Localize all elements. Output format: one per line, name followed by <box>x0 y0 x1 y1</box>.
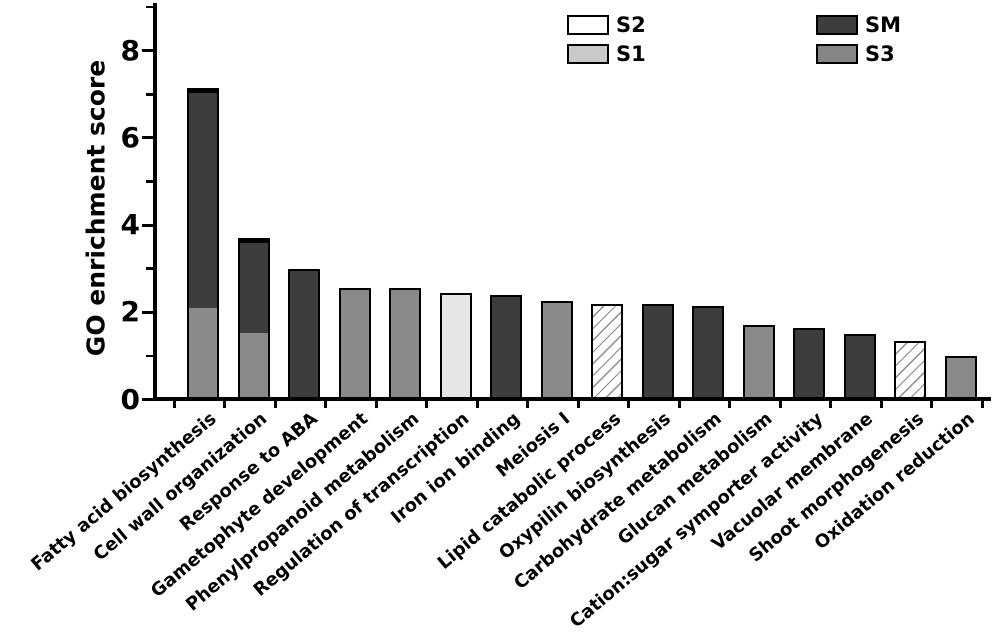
bar-segment-s3 <box>189 307 217 398</box>
bar <box>187 87 219 400</box>
y-major-tick <box>142 136 154 140</box>
y-axis-line <box>153 3 157 400</box>
y-tick-label: 0 <box>120 382 140 416</box>
y-tick-label: 4 <box>120 208 140 242</box>
x-tick <box>475 400 479 408</box>
bar-segment-sm <box>845 336 874 398</box>
legend-label-s3: S3 <box>865 42 895 66</box>
x-tick <box>324 400 327 408</box>
bar-segment-s3 <box>946 357 975 398</box>
x-tick <box>728 400 731 408</box>
bar-segment-sm <box>643 306 672 398</box>
bar-segment-sm <box>290 270 318 398</box>
bar <box>692 305 724 400</box>
x-tick <box>677 400 681 408</box>
x-tick <box>829 400 832 408</box>
y-minor-tick <box>146 354 154 358</box>
bar <box>439 292 472 400</box>
y-major-tick <box>142 223 154 227</box>
bar-segment-sm <box>694 307 722 398</box>
y-major-tick <box>142 310 154 314</box>
legend-label-s1: S1 <box>616 42 646 66</box>
x-tick <box>172 400 176 408</box>
bar-segment-sm <box>492 296 520 398</box>
bar <box>237 238 270 400</box>
x-tick <box>425 400 428 408</box>
legend-swatch-s1 <box>567 44 609 64</box>
legend-item-sm: SM <box>816 13 901 37</box>
legend-item-s1: S1 <box>567 42 646 66</box>
bar <box>288 268 320 400</box>
bar <box>894 340 926 400</box>
bar-segment-s2 <box>593 305 621 398</box>
legend-swatch-s2 <box>567 15 609 35</box>
legend-label-sm: SM <box>865 13 902 37</box>
bar <box>338 288 371 400</box>
bar-segment-sm <box>795 329 823 398</box>
bar <box>591 303 623 400</box>
legend: S2 S1 SM S3 <box>0 0 994 80</box>
bar <box>742 325 775 400</box>
x-tick <box>778 400 782 408</box>
legend-swatch-sm <box>816 15 858 35</box>
bar-segment-sm <box>189 89 217 308</box>
x-tick <box>980 400 984 408</box>
x-tick <box>576 400 580 408</box>
y-minor-tick <box>146 5 154 9</box>
y-tick-label: 2 <box>120 295 140 329</box>
x-tick <box>273 400 277 408</box>
bar <box>843 334 876 400</box>
bar-segment-s3 <box>542 303 571 398</box>
legend-item-s2: S2 <box>567 13 646 37</box>
bar-segment-s3 <box>744 327 773 398</box>
x-tick <box>879 400 883 408</box>
x-tick <box>374 400 378 408</box>
bar-segment-s2 <box>896 342 924 398</box>
x-tick <box>223 400 226 408</box>
y-major-tick <box>142 49 154 53</box>
y-tick-label: 8 <box>120 33 140 67</box>
bar <box>944 355 977 400</box>
bar-segment-s1 <box>441 294 470 398</box>
y-tick-label: 6 <box>120 120 140 154</box>
y-minor-tick <box>146 93 154 96</box>
bar <box>641 304 674 400</box>
legend-swatch-s3 <box>816 44 858 64</box>
bar-segment-s3 <box>340 290 369 398</box>
y-minor-tick <box>146 267 154 270</box>
bar-segment-s3 <box>239 332 268 398</box>
y-major-tick <box>142 398 154 401</box>
bar <box>793 327 825 400</box>
y-minor-tick <box>146 180 154 183</box>
bar-segment-s3 <box>391 290 419 398</box>
x-tick <box>627 400 630 408</box>
x-tick <box>526 400 529 408</box>
bar <box>490 294 522 400</box>
x-tick <box>930 400 933 408</box>
bar <box>540 301 573 400</box>
legend-item-s3: S3 <box>816 42 895 66</box>
legend-label-s2: S2 <box>616 13 646 37</box>
bar <box>389 288 421 400</box>
bar-segment-sm <box>239 240 268 333</box>
